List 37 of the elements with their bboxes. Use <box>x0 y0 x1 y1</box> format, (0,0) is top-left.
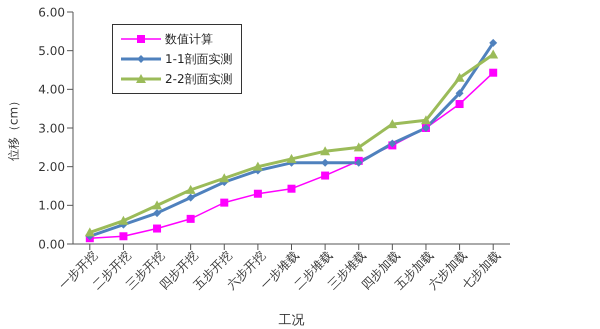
point <box>286 154 296 163</box>
point <box>119 232 128 240</box>
point <box>321 172 330 180</box>
legend-label: 2-2剖面实测 <box>165 70 233 88</box>
point <box>354 142 364 152</box>
y-tick-label: 0.00 <box>38 237 65 252</box>
point <box>420 115 431 124</box>
y-tick-label: 1.00 <box>38 198 65 213</box>
point <box>153 209 162 218</box>
point <box>153 224 162 233</box>
point <box>186 184 196 194</box>
point <box>387 119 398 128</box>
point <box>186 214 195 223</box>
legend-label: 数值计算 <box>165 30 213 48</box>
x-axis-title: 工况 <box>278 313 304 328</box>
point <box>84 227 95 236</box>
point <box>152 200 162 210</box>
y-tick-label: 5.00 <box>38 44 65 58</box>
y-tick-label: 6.00 <box>38 5 65 20</box>
y-tick-label: 2.00 <box>38 160 65 174</box>
y-tick-label: 3.00 <box>38 121 65 136</box>
point <box>489 38 498 47</box>
point <box>454 72 465 82</box>
point <box>118 216 128 225</box>
legend-label: 1-1剖面实测 <box>165 50 233 68</box>
point <box>489 68 498 77</box>
y-tick-label: 4.00 <box>38 82 65 97</box>
y-axis-title: 位移（cm） <box>6 94 20 162</box>
point <box>186 194 195 202</box>
point <box>456 89 464 98</box>
point <box>219 173 230 182</box>
point <box>254 190 262 198</box>
point <box>288 184 296 193</box>
point <box>320 146 330 156</box>
point <box>456 100 464 108</box>
point <box>252 162 263 171</box>
point <box>220 198 228 207</box>
